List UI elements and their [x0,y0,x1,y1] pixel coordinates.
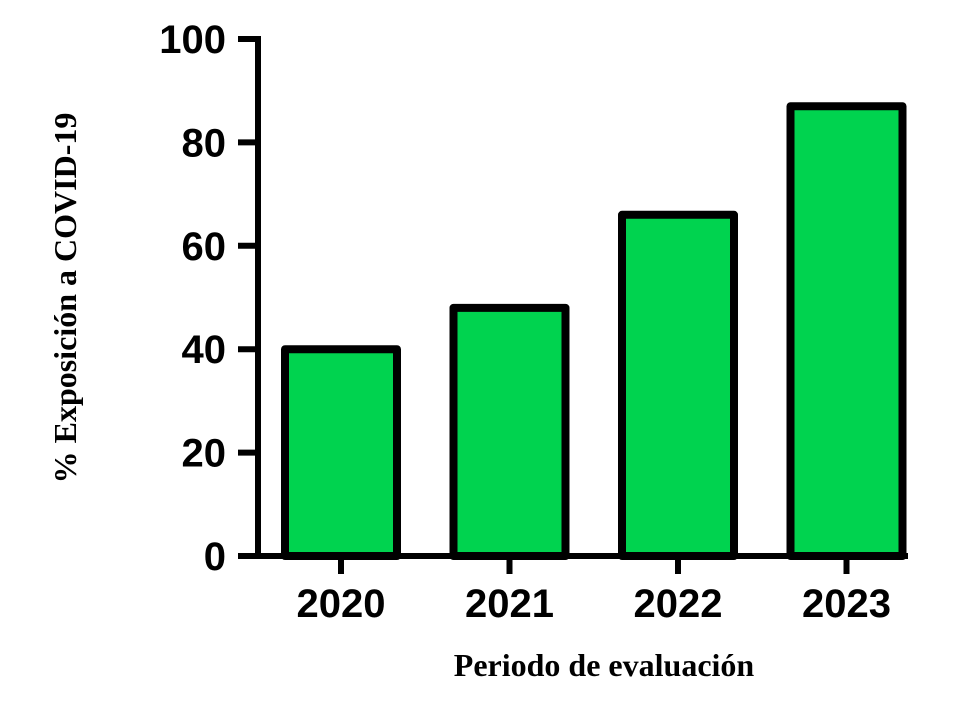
x-tick-label: 2022 [634,582,723,626]
bars-group [281,102,907,561]
bar-2021 [449,303,570,560]
bar-2022 [618,210,738,560]
x-axis-title: Periodo de evaluación [454,647,755,683]
y-tick-label: 40 [182,328,227,372]
x-tick-label: 2020 [297,582,386,626]
x-tick-label: 2023 [802,582,891,626]
x-ticks-group: 2020 2021 2022 2023 [297,556,891,626]
y-tick-label: 60 [182,225,227,269]
axes-group [255,36,908,559]
bar-2023 [786,102,907,561]
y-tick-label: 100 [159,18,226,62]
y-tick-label: 20 [182,432,227,476]
y-ticks-group: 0 20 40 60 80 100 [159,18,258,579]
bar-2020 [281,345,401,561]
x-tick-label: 2021 [465,582,554,626]
y-tick-label: 0 [204,535,226,579]
y-axis-title: % Exposición a COVID-19 [47,113,83,484]
y-tick-label: 80 [182,121,227,165]
